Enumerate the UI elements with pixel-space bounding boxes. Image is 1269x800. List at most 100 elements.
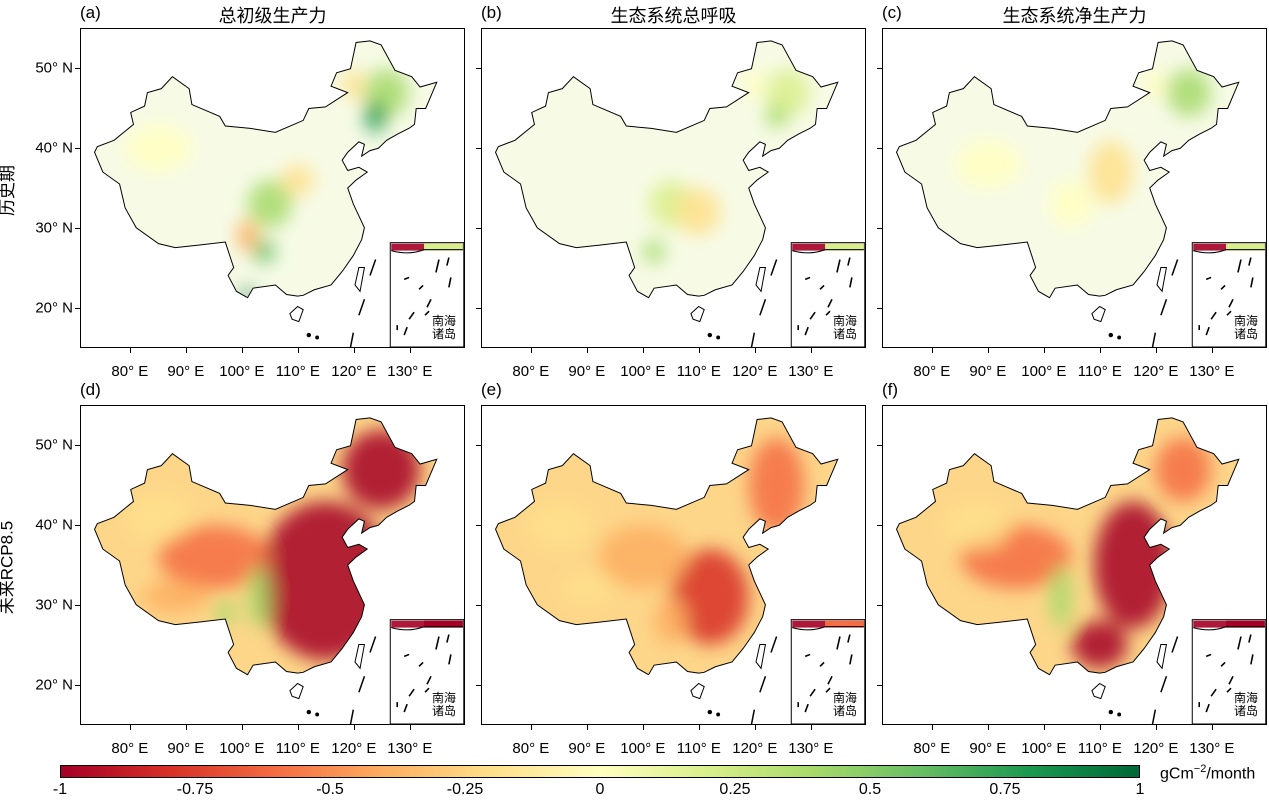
sea-islands <box>707 259 778 347</box>
lon-tick-label: 130° E <box>1189 740 1235 757</box>
lat-tick-label: 40° N <box>35 516 73 534</box>
map-panel-a: 南海 诸岛 (a) 总初级生产力 80° E 90° E 100° E 110° E 120… <box>35 3 465 380</box>
hainan-outline <box>1091 305 1106 323</box>
row-label-historical: 历史期 <box>0 165 17 216</box>
colorbar-tick-label: -0.75 <box>176 781 214 798</box>
colorbar-unit: gCm−2/month <box>1160 763 1256 783</box>
colorbar <box>60 765 1140 778</box>
south-china-sea-inset <box>1191 242 1266 347</box>
sea-islands <box>306 259 377 347</box>
inset-label: 南海 诸岛 <box>833 691 858 718</box>
taiwan-outline <box>354 644 366 670</box>
taiwan-outline <box>354 267 366 293</box>
taiwan-outline <box>755 267 767 293</box>
china-outline <box>93 40 438 299</box>
lon-tick-label: 110° E <box>676 740 721 757</box>
lon-tick-label: 80° E <box>512 740 550 757</box>
panel-letter: (a) <box>80 3 101 22</box>
inset-label: 南海 诸岛 <box>432 691 457 718</box>
lon-tick-label: 80° E <box>913 363 951 380</box>
hainan-outline <box>1091 682 1106 700</box>
panel-title: 生态系统总呼吸 <box>610 6 737 26</box>
lon-tick-label: 100° E <box>219 363 265 380</box>
lon-tick-label: 80° E <box>111 740 149 757</box>
colorbar-tick-label: -0.5 <box>316 781 344 798</box>
sea-islands <box>707 636 778 724</box>
china-map <box>481 28 866 348</box>
colorbar-tick-label: 0 <box>595 781 605 798</box>
china-map <box>882 28 1267 348</box>
south-china-sea-inset <box>389 619 464 724</box>
china-map <box>80 28 465 348</box>
lon-tick-label: 120° E <box>1133 740 1179 757</box>
china-map <box>882 405 1267 725</box>
lon-tick-label: 100° E <box>219 740 265 757</box>
colorbar-tick-label: 1 <box>1135 781 1145 798</box>
sea-islands <box>1108 636 1179 724</box>
lon-tick-label: 100° E <box>620 363 666 380</box>
lon-tick-label: 110° E <box>676 363 721 380</box>
colorbar-tick-label: -0.25 <box>446 781 484 798</box>
lon-tick-label: 90° E <box>969 363 1007 380</box>
south-china-sea-inset <box>790 619 865 724</box>
taiwan-outline <box>1156 644 1168 670</box>
lon-tick-label: 130° E <box>788 740 834 757</box>
lon-tick-label: 110° E <box>1077 363 1122 380</box>
panel-letter: (c) <box>882 3 902 22</box>
china-outline <box>494 417 839 676</box>
inset-label: 南海 诸岛 <box>1234 314 1259 341</box>
lon-tick-label: 90° E <box>167 363 205 380</box>
lon-tick-label: 130° E <box>1189 363 1235 380</box>
lon-tick-label: 130° E <box>788 363 834 380</box>
lat-tick-label: 50° N <box>35 59 73 77</box>
hainan-outline <box>289 682 304 700</box>
lon-tick-label: 90° E <box>167 740 205 757</box>
lon-tick-label: 100° E <box>1021 363 1067 380</box>
lon-tick-label: 120° E <box>331 363 377 380</box>
lat-tick-label: 20° N <box>35 676 73 694</box>
panel-letter: (f) <box>882 380 899 399</box>
lon-tick-label: 90° E <box>568 740 606 757</box>
lon-tick-label: 120° E <box>331 740 377 757</box>
south-china-sea-inset <box>790 242 865 347</box>
map-panel-c: 南海 诸岛 (c) 生态系统净生产力 80° E 90° E 100° E 110° E 1… <box>877 3 1267 380</box>
china-outline <box>895 417 1240 676</box>
lon-tick-label: 110° E <box>275 363 320 380</box>
lon-tick-label: 130° E <box>387 363 433 380</box>
lon-tick-label: 100° E <box>620 740 666 757</box>
hainan-outline <box>289 305 304 323</box>
lon-tick-label: 120° E <box>732 363 778 380</box>
taiwan-outline <box>755 644 767 670</box>
lon-tick-label: 80° E <box>913 740 951 757</box>
sea-islands <box>1108 259 1179 347</box>
panel-title: 总初级生产力 <box>218 6 327 26</box>
china-outline <box>895 40 1240 299</box>
hainan-outline <box>690 305 705 323</box>
lon-tick-label: 80° E <box>512 363 550 380</box>
lon-tick-label: 100° E <box>1021 740 1067 757</box>
lat-tick-label: 30° N <box>35 219 73 237</box>
colorbar-tick-label: 0.5 <box>858 781 882 798</box>
china-map <box>481 405 866 725</box>
map-panel-e: 南海 诸岛 (e) 80° E 90° E 100° E 110° E 120° E 130… <box>476 380 866 757</box>
colorbar-tick-label: 0.25 <box>719 781 751 798</box>
lon-tick-label: 110° E <box>1077 740 1122 757</box>
lon-tick-label: 130° E <box>387 740 433 757</box>
lat-tick-label: 50° N <box>35 436 73 454</box>
lon-tick-label: 120° E <box>1133 363 1179 380</box>
panel-letter: (e) <box>481 380 502 399</box>
lon-tick-label: 80° E <box>111 363 149 380</box>
china-outline <box>494 40 839 299</box>
lon-tick-label: 110° E <box>275 740 320 757</box>
map-panel-d: 南海 诸岛 (d) 80° E 90° E 100° E 110° E 120° E 130… <box>35 380 465 757</box>
lat-tick-label: 20° N <box>35 299 73 317</box>
sea-islands <box>306 636 377 724</box>
china-map <box>80 405 465 725</box>
lon-tick-label: 90° E <box>969 740 1007 757</box>
inset-label: 南海 诸岛 <box>1234 691 1259 718</box>
inset-label: 南海 诸岛 <box>432 314 457 341</box>
lat-tick-label: 40° N <box>35 139 73 157</box>
panel-letter: (d) <box>80 380 101 399</box>
south-china-sea-inset <box>389 242 464 347</box>
lon-tick-label: 90° E <box>568 363 606 380</box>
